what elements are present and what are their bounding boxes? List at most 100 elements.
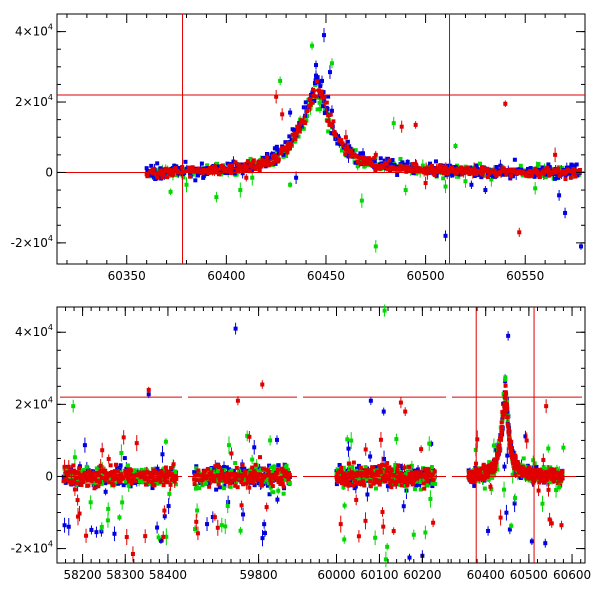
- top-point-red: [345, 144, 350, 149]
- top-point-red-marker: [471, 171, 476, 176]
- bottom-point-blue: [217, 485, 222, 490]
- top-outlier-blue-marker: [443, 233, 448, 238]
- top-point-blue: [411, 171, 416, 176]
- bottom-point-green-marker: [248, 467, 253, 472]
- top-point-red: [311, 87, 316, 92]
- top-point-red: [158, 171, 163, 176]
- bottom-point-blue-marker: [205, 522, 210, 527]
- top-point-blue-marker: [325, 106, 330, 111]
- top-point-red: [361, 155, 366, 160]
- bottom-point-red: [135, 472, 140, 477]
- top-point-red: [276, 157, 281, 162]
- top-outlier-blue: [314, 70, 319, 81]
- top-point-green-marker: [353, 148, 358, 153]
- top-point-red: [360, 161, 365, 166]
- bottom-point-blue-marker: [275, 437, 279, 442]
- top-point-red: [387, 158, 392, 163]
- bottom-point-green-marker: [233, 461, 238, 466]
- bottom-point-blue: [166, 498, 171, 515]
- bottom-point-red: [87, 473, 92, 478]
- bottom-point-blue: [150, 486, 155, 491]
- top-point-green-marker: [362, 164, 367, 169]
- bottom-point-red: [96, 471, 101, 476]
- top-point-red: [368, 157, 373, 162]
- top-point-red-marker: [322, 95, 327, 100]
- bottom-point-red-marker: [161, 534, 166, 539]
- bottom-point-red-marker: [155, 470, 160, 475]
- top-outlier-green-marker: [403, 188, 408, 193]
- bottom-point-green-marker: [229, 468, 234, 473]
- bottom-point-blue: [98, 473, 103, 478]
- top-point-red: [206, 171, 211, 176]
- top-point-red-marker: [289, 142, 294, 147]
- top-point-red-marker: [276, 157, 281, 162]
- top-point-red-marker: [354, 153, 359, 158]
- top-point-red-marker: [469, 167, 474, 172]
- top-point-red: [546, 167, 551, 172]
- bottom-point-red-marker: [66, 464, 71, 469]
- top-point-blue: [199, 161, 204, 166]
- bottom-point-green-marker: [88, 500, 93, 505]
- top-point-red: [257, 168, 262, 173]
- top-point-red-marker: [366, 161, 371, 166]
- top-point-red: [467, 172, 472, 177]
- bottom-point-red: [121, 430, 126, 445]
- bottom-point-blue-marker: [214, 487, 219, 492]
- bottom-point-red: [92, 486, 97, 491]
- top-point-red-marker: [550, 171, 555, 176]
- bottom-point-red: [119, 472, 123, 477]
- top-outlier-red: [244, 173, 249, 182]
- top-outlier-red: [280, 108, 285, 121]
- top-point-blue: [405, 159, 410, 165]
- bottom-point-blue: [238, 478, 243, 483]
- top-point-red-marker: [443, 164, 448, 169]
- top-point-blue-marker: [275, 147, 280, 152]
- bottom-point-blue-marker: [162, 514, 167, 519]
- top-outlier-blue-marker: [294, 175, 299, 180]
- bottom-point-blue: [66, 517, 71, 536]
- bottom-point-green-marker: [266, 481, 271, 486]
- top-point-blue-marker: [232, 171, 237, 176]
- bottom-point-red-marker: [115, 468, 120, 473]
- top-point-blue-marker: [384, 164, 389, 169]
- bottom-point-green-marker: [156, 535, 161, 540]
- top-panel: 60350 60400 60450 60500 60550-2×10402×1044×1…: [11, 13, 586, 283]
- top-data-layer: [144, 28, 586, 253]
- bottom-point-green-marker: [253, 466, 258, 471]
- top-point-red: [441, 171, 446, 176]
- bottom-point-green-marker: [262, 477, 267, 482]
- top-point-red-marker: [363, 162, 368, 167]
- bottom-point-red: [72, 483, 77, 496]
- top-point-red-marker: [485, 175, 490, 180]
- bottom-point-blue-marker: [205, 469, 210, 474]
- bottom-point-blue-marker: [252, 483, 257, 488]
- top-point-red-marker: [241, 167, 246, 172]
- top-point-red: [196, 166, 201, 171]
- top-point-red-marker: [357, 160, 362, 165]
- bottom-point-red: [99, 475, 104, 480]
- bottom-point-red: [143, 529, 148, 543]
- top-point-blue: [540, 165, 545, 170]
- top-point-blue-marker: [303, 100, 308, 105]
- top-point-blue-marker: [283, 140, 288, 145]
- top-point-red-marker: [381, 165, 386, 170]
- bottom-point-blue-marker: [267, 492, 272, 497]
- bottom-point-red-marker: [132, 473, 137, 478]
- bottom-point-red: [155, 470, 160, 475]
- top-point-red-marker: [167, 167, 172, 172]
- top-point-red: [284, 147, 289, 152]
- bottom-point-green: [105, 513, 110, 528]
- bottom-point-blue: [267, 463, 272, 468]
- top-point-blue-marker: [474, 163, 479, 168]
- bottom-point-red: [77, 466, 82, 471]
- bottom-point-green-marker: [94, 466, 99, 471]
- top-point-blue-marker: [201, 173, 206, 178]
- top-point-red-marker: [160, 175, 165, 180]
- top-point-red-marker: [151, 166, 156, 171]
- top-point-blue-marker: [287, 134, 292, 139]
- top-point-green: [215, 161, 220, 166]
- top-point-red-marker: [474, 172, 479, 177]
- top-point-red-marker: [316, 88, 321, 93]
- bottom-point-red-marker: [71, 463, 76, 468]
- top-point-green: [536, 162, 541, 167]
